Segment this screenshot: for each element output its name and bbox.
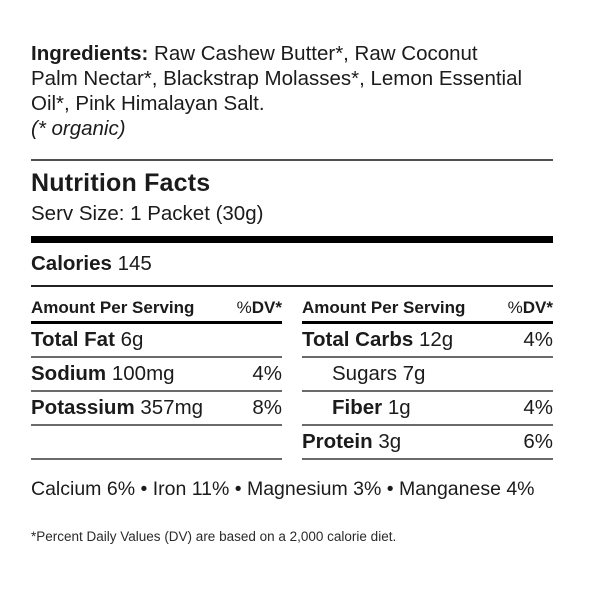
calories-value: 145 [117, 252, 152, 275]
nutrient-row: Sodium 100mg 4% [31, 358, 282, 392]
empty-row [31, 426, 282, 460]
nutrient-name-amount: Potassium 357mg [31, 396, 204, 419]
column-header: Amount Per Serving %DV* [31, 287, 282, 324]
ingredients-section: Ingredients: Raw Cashew Butter*, Raw Coc… [31, 41, 571, 141]
dv-header-label: %DV* [508, 298, 553, 318]
nutrient-dv-value: 4% [523, 396, 553, 419]
thick-separator-bar [31, 236, 553, 243]
nutrient-dv-value: 8% [252, 396, 282, 419]
serving-size-text: Serv Size: 1 Packet (30g) [31, 202, 264, 225]
nutrient-row: Sugars 7g [302, 358, 553, 392]
nutrient-row: Protein 3g 6% [302, 426, 553, 460]
minerals-line: Calcium 6% • Iron 11% • Magnesium 3% • M… [31, 478, 535, 500]
ingredients-line-2: Palm Nectar*, Blackstrap Molasses*, Lemo… [31, 67, 523, 90]
amount-per-serving-label: Amount Per Serving [31, 298, 195, 317]
nutrient-row: Fiber 1g 4% [302, 392, 553, 426]
nutrient-name-amount: Sodium 100mg [31, 362, 175, 385]
dv-footnote: *Percent Daily Values (DV) are based on … [31, 529, 397, 544]
top-divider-rule [31, 159, 553, 161]
nutrient-name-amount: Total Fat 6g [31, 328, 144, 351]
calories-divider-rule [31, 285, 553, 287]
organic-note: (* organic) [31, 117, 126, 140]
nutrient-name-amount: Total Carbs 12g [302, 328, 454, 351]
nutrients-table: Amount Per Serving %DV* Total Fat 6g Sodium… [31, 287, 553, 460]
nutrients-column-left: Amount Per Serving %DV* Total Fat 6g Sodium… [31, 287, 282, 460]
nutrient-name-amount: Protein 3g [302, 430, 402, 453]
calories-row: Calories 145 [31, 252, 152, 276]
nutrient-dv-value: 4% [252, 362, 282, 385]
nutrient-name-amount: Sugars 7g [332, 362, 426, 385]
calories-label: Calories [31, 252, 112, 275]
nutrient-name-amount: Fiber 1g [332, 396, 411, 419]
nutrient-row: Total Fat 6g [31, 324, 282, 358]
dv-header-label: %DV* [237, 298, 282, 318]
nutrient-row: Potassium 357mg 8% [31, 392, 282, 426]
nutrients-column-right: Amount Per Serving %DV* Total Carbs 12g 4% S… [302, 287, 553, 460]
amount-per-serving-label: Amount Per Serving [302, 298, 466, 317]
dv-abbrev: DV* [251, 298, 282, 317]
ingredients-label: Ingredients: [31, 42, 149, 65]
percent-sign: % [236, 298, 252, 317]
nutrient-dv-value: 4% [523, 328, 553, 351]
nutrient-dv-value: 6% [523, 430, 553, 453]
nutrition-facts-title: Nutrition Facts [31, 169, 211, 197]
ingredients-line-3: Oil*, Pink Himalayan Salt. [31, 92, 265, 115]
column-header: Amount Per Serving %DV* [302, 287, 553, 324]
percent-sign: % [507, 298, 523, 317]
ingredients-line-1: Ingredients: Raw Cashew Butter*, Raw Coc… [31, 41, 571, 66]
dv-abbrev: DV* [522, 298, 553, 317]
ingredients-text: Raw Cashew Butter*, Raw Coconut [154, 42, 478, 65]
nutrient-row: Total Carbs 12g 4% [302, 324, 553, 358]
